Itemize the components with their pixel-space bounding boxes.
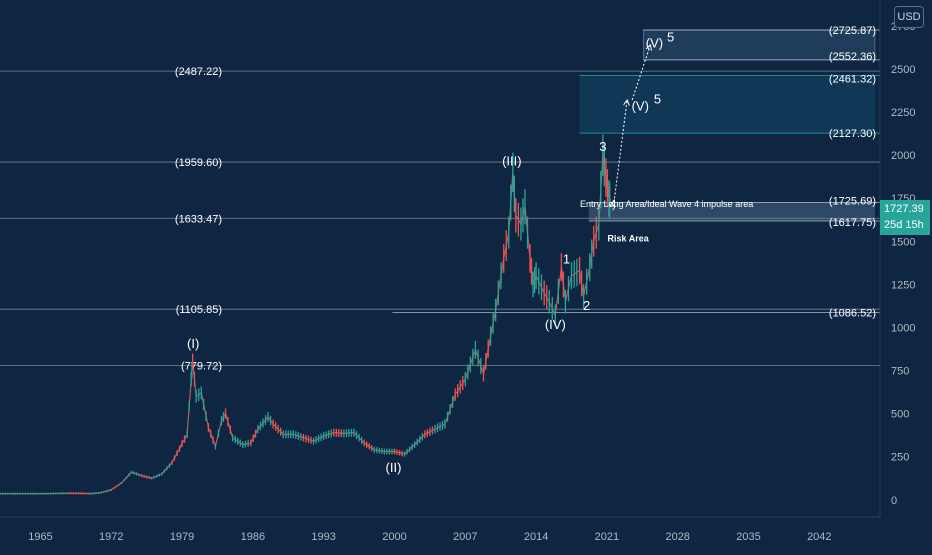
y-tick-label: 1250 [891, 279, 915, 291]
y-tick-label: 2500 [891, 64, 915, 76]
level-label: (2552.36) [829, 51, 876, 63]
bar-countdown: 25d 15h [884, 219, 924, 231]
wave-label: 5 [667, 29, 674, 44]
y-tick-label: 1500 [891, 236, 915, 248]
level-label: (2461.32) [829, 74, 876, 86]
y-tick-label: 250 [891, 452, 909, 464]
projection-arrow-short [612, 99, 628, 211]
y-tick-label: 750 [891, 366, 909, 378]
wave-label: (II) [386, 460, 402, 475]
x-tick-label: 2035 [736, 531, 760, 543]
x-tick-label: 1979 [170, 531, 194, 543]
x-tick-label: 1986 [241, 531, 265, 543]
level-label: (2127.30) [829, 128, 876, 140]
zones-layer [579, 29, 876, 221]
wave-label: Risk Area [608, 233, 650, 243]
wave-label: 4 [609, 197, 616, 212]
level-label: (2725.87) [829, 25, 876, 37]
wave-label: 5 [654, 91, 661, 106]
x-tick-label: 2000 [382, 531, 406, 543]
wave-label: (V) [632, 98, 649, 113]
y-tick-label: 2000 [891, 150, 915, 162]
wave-label: (III) [502, 153, 522, 168]
wave-label: Entry Long Area/Ideal Wave 4 impulse are… [580, 199, 753, 209]
level-label: (1725.69) [829, 195, 876, 207]
wave-label: 1 [563, 252, 570, 267]
level-label: (779.72) [181, 360, 222, 372]
levels-layer: (2725.87) (2552.36) (2461.32) (2127.30) (172… [0, 25, 880, 372]
wave-label: (IV) [545, 317, 566, 332]
price-layer [0, 134, 611, 495]
level-label: (2487.22) [175, 66, 222, 78]
x-tick-label: 1965 [28, 531, 52, 543]
last-price-badge: 1727.39 25d 15h [880, 200, 930, 235]
target-zone-upper [643, 29, 876, 61]
level-label: (1086.52) [829, 308, 876, 320]
level-label: (1633.47) [175, 213, 222, 225]
wave-label: 2 [583, 298, 590, 313]
entry-long-zone [588, 202, 875, 221]
wave-label: 3 [599, 139, 606, 154]
y-tick-label: 1000 [891, 322, 915, 334]
level-label: (1959.60) [175, 157, 222, 169]
x-tick-label: 2028 [665, 531, 689, 543]
currency-button[interactable]: USD [894, 6, 924, 28]
y-tick-label: 0 [891, 495, 897, 507]
x-tick-label: 2042 [807, 531, 831, 543]
x-tick-label: 1993 [311, 531, 335, 543]
x-tick-label: 2007 [453, 531, 477, 543]
y-tick-label: 2250 [891, 107, 915, 119]
x-tick-label: 1972 [99, 531, 123, 543]
level-label: (1105.85) [176, 304, 222, 316]
projection-arrow-long-head [645, 43, 652, 51]
x-tick-label: 2021 [595, 531, 619, 543]
wave-label: (V) [646, 35, 663, 50]
level-label: (1617.75) [829, 217, 876, 229]
x-tick-label: 2014 [524, 531, 548, 543]
wave-4-connector [602, 155, 612, 204]
projection-arrow-short-head [623, 98, 630, 106]
last-price: 1727.39 [884, 203, 924, 215]
y-tick-label: 500 [891, 409, 909, 421]
wave-label: (I) [187, 336, 199, 351]
projection-arrow-long [631, 44, 651, 101]
